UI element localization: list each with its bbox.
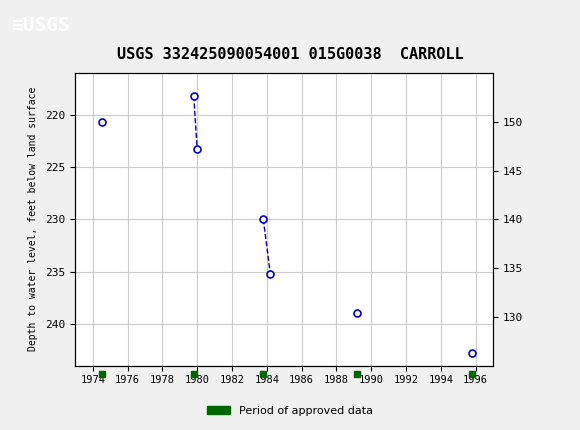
Text: USGS 332425090054001 015G0038  CARROLL: USGS 332425090054001 015G0038 CARROLL [117, 47, 463, 62]
Y-axis label: Depth to water level, feet below land surface: Depth to water level, feet below land su… [28, 87, 38, 351]
Legend: Period of approved data: Period of approved data [203, 401, 377, 420]
Text: ≡USGS: ≡USGS [12, 16, 70, 35]
